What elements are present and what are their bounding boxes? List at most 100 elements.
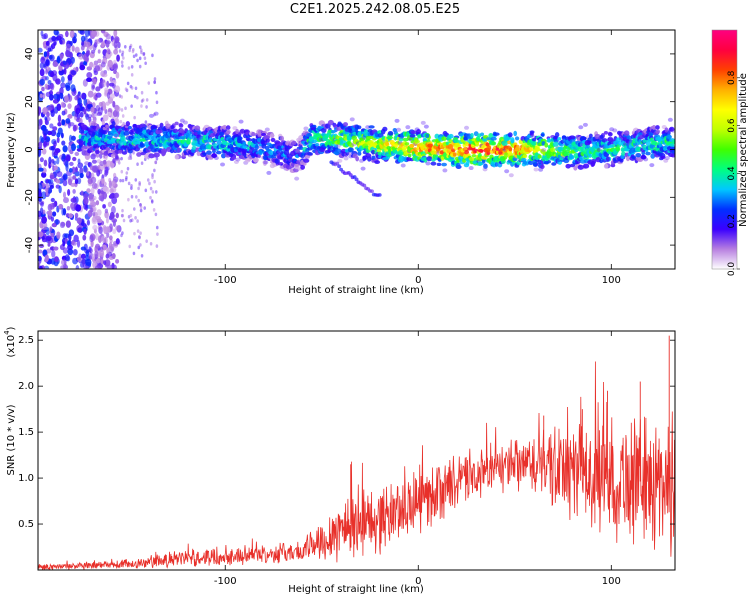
heatmap-cell: [72, 189, 76, 194]
heatmap-cell: [130, 145, 135, 150]
y-tick-label: 40: [24, 48, 35, 61]
heatmap-cell: [108, 242, 113, 249]
heatmap-cell: [131, 49, 135, 54]
heatmap-cell: [455, 162, 461, 167]
heatmap-cell: [92, 119, 97, 124]
heatmap-cell: [57, 127, 63, 135]
heatmap-cell: [43, 141, 48, 148]
heatmap-cell: [109, 76, 113, 82]
heatmap-cell: [550, 147, 556, 153]
heatmap-cell: [303, 158, 310, 163]
heatmap-cell: [161, 150, 167, 156]
heatmap-cell: [540, 164, 545, 169]
heatmap-cell: [117, 157, 121, 162]
heatmap-cell: [112, 110, 118, 118]
heatmap-cell: [110, 153, 116, 158]
heatmap-cell: [53, 150, 59, 156]
heatmap-cell: [96, 209, 102, 216]
heatmap-cell: [115, 238, 120, 245]
heatmap-cell: [137, 198, 141, 203]
heatmap-cell: [111, 218, 118, 223]
heatmap-cell: [117, 41, 121, 49]
heatmap-cell: [233, 159, 239, 164]
heatmap-cell: [479, 149, 484, 153]
heatmap-cell: [106, 80, 110, 88]
heatmap-cell: [151, 135, 157, 141]
heatmap-cell: [121, 208, 124, 213]
heatmap-cell: [63, 67, 67, 75]
heatmap-cell: [38, 182, 43, 191]
heatmap-cell: [530, 140, 537, 146]
heatmap-cell: [76, 239, 81, 248]
heatmap-cell: [98, 81, 104, 89]
heatmap-cell: [108, 180, 112, 189]
heatmap-cell: [90, 186, 95, 195]
heatmap-cell: [149, 241, 153, 246]
heatmap-cell: [405, 125, 411, 130]
heatmap-cell: [112, 228, 117, 235]
heatmap-cell: [95, 232, 99, 241]
heatmap-cell: [371, 149, 376, 155]
heatmap-cell: [640, 154, 646, 160]
heatmap-cell: [113, 192, 120, 199]
heatmap-cell: [40, 124, 47, 132]
heatmap-cell: [220, 162, 226, 167]
heatmap-cell: [100, 30, 106, 34]
heatmap-cell: [398, 137, 404, 142]
heatmap-cell: [89, 146, 94, 152]
heatmap-cell: [146, 178, 150, 182]
heatmap-cell: [139, 123, 147, 128]
heatmap-cell: [579, 156, 585, 161]
heatmap-cell: [377, 193, 382, 197]
heatmap-cell: [660, 155, 666, 160]
heatmap-cell: [270, 137, 276, 142]
heatmap-cell: [69, 30, 75, 39]
y-tick-label: 0.5: [18, 519, 34, 530]
heatmap-cell: [115, 258, 120, 264]
heatmap-cell: [269, 133, 275, 139]
heatmap-cell: [128, 244, 132, 249]
heatmap-cell: [124, 106, 127, 111]
heatmap-cell: [74, 178, 79, 185]
heatmap-cell: [92, 78, 97, 85]
heatmap-cell: [577, 164, 584, 170]
heatmap-cell: [559, 156, 564, 161]
heatmap-cell: [140, 50, 143, 55]
heatmap-cell: [38, 124, 42, 130]
heatmap-cell: [508, 146, 513, 152]
heatmap-cell: [45, 58, 51, 67]
heatmap-cell: [57, 121, 62, 127]
heatmap-cell: [115, 225, 120, 231]
heatmap-cell: [425, 133, 430, 138]
heatmap-cell: [552, 141, 559, 147]
heatmap-cell: [48, 104, 55, 110]
heatmap-cell: [92, 211, 96, 217]
heatmap-cell: [140, 253, 144, 258]
heatmap-cell: [79, 64, 86, 71]
heatmap-cell: [40, 56, 46, 64]
heatmap-cell: [154, 160, 157, 164]
heatmap-cell: [261, 132, 267, 137]
heatmap-cell: [60, 76, 65, 83]
heatmap-cell: [359, 137, 366, 141]
heatmap-cell: [582, 122, 588, 127]
heatmap-cell: [67, 74, 73, 81]
heatmap-cell: [129, 153, 132, 158]
heatmap-cell: [138, 45, 142, 49]
heatmap-cell: [67, 114, 73, 119]
heatmap-cell: [327, 147, 332, 153]
heatmap-cell: [222, 124, 227, 130]
heatmap-cell: [155, 244, 159, 248]
heatmap-cell: [111, 120, 116, 127]
heatmap-cell: [148, 181, 151, 186]
heatmap-cell: [180, 136, 186, 140]
heatmap-cell: [427, 143, 434, 148]
colorbar: 0.0 0.2 0.4 0.6 0.8 Normalized spectral ampl…: [711, 29, 749, 276]
heatmap-cell: [86, 71, 93, 79]
heatmap-cell: [53, 246, 59, 251]
heatmap-cell: [76, 217, 82, 224]
heatmap-cell: [126, 81, 130, 86]
heatmap-cell: [91, 165, 98, 173]
heatmap-cell: [261, 143, 267, 149]
heatmap-cell: [121, 50, 125, 55]
